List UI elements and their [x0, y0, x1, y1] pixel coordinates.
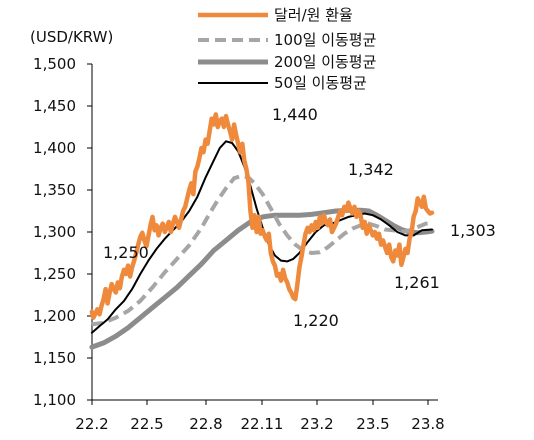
legend-label: 200일 이동평균: [274, 53, 377, 71]
series-line-2: [91, 173, 433, 327]
annotation-layer: 1,440 1,250 1,342 1,220 1,261 1,303: [103, 105, 496, 330]
y-tick-label: 1,150: [33, 349, 76, 367]
value-annotation: 1,440: [272, 105, 318, 124]
y-tick-label: 1,300: [33, 223, 76, 241]
series-line-1: [89, 112, 435, 320]
legend-label: 50일 이동평균: [274, 74, 367, 92]
x-tick-label: 22.2: [75, 415, 108, 433]
value-annotation: 1,303: [450, 221, 496, 240]
legend: 달러/원 환율 100일 이동평균 200일 이동평균 50일 이동평균: [198, 6, 377, 92]
value-annotation: 1,250: [103, 243, 149, 262]
x-tick-label: 22.8: [189, 415, 222, 433]
x-tick-label: 23.5: [356, 415, 389, 433]
y-tick-label: 1,250: [33, 265, 76, 283]
value-annotation: 1,220: [293, 311, 339, 330]
y-tick-label: 1,100: [33, 391, 76, 409]
x-tick-label: 22.11: [241, 415, 284, 433]
y-tick-label: 1,350: [33, 181, 76, 199]
legend-label: 달러/원 환율: [274, 6, 353, 24]
legend-label: 100일 이동평균: [274, 31, 377, 49]
y-tick-label: 1,400: [33, 139, 76, 157]
y-axis-unit-label: (USD/KRW): [30, 28, 113, 46]
value-annotation: 1,261: [394, 273, 440, 292]
x-tick-label: 23.2: [300, 415, 333, 433]
value-annotation: 1,342: [348, 160, 394, 179]
y-tick-label: 1,500: [33, 55, 76, 73]
y-tick-label: 1,450: [33, 97, 76, 115]
x-tick-label: 22.5: [130, 415, 163, 433]
x-tick-label: 23.8: [411, 415, 444, 433]
axes: 1,100 1,150 1,200 1,250 1,300 1,350 1,400 1,450…: [33, 55, 445, 433]
series-line-3: [89, 207, 435, 350]
series-layer: [89, 112, 435, 350]
y-tick-label: 1,200: [33, 307, 76, 325]
